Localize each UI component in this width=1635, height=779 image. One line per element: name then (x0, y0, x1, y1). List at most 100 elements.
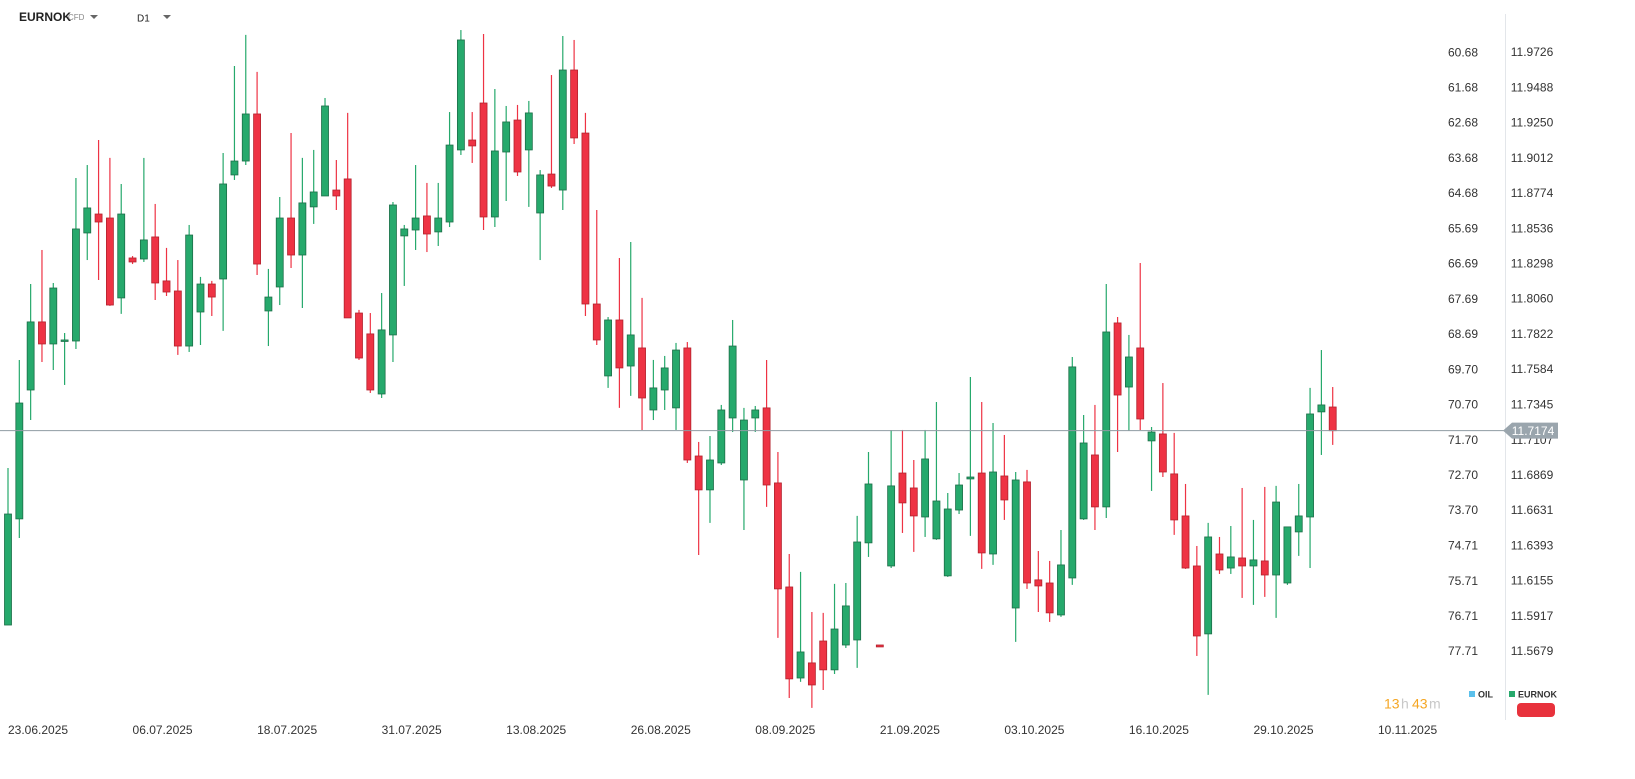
candle-body (400, 228, 409, 237)
candle-body (887, 485, 896, 567)
candle-body (321, 105, 329, 197)
candle-body (649, 387, 658, 411)
candle-body (377, 329, 386, 395)
candle-body (819, 640, 828, 671)
legend-label: OIL (1478, 689, 1494, 699)
y-tick-label: 11.6393 (1511, 538, 1554, 552)
candle-body (909, 487, 918, 517)
candle-body (1011, 479, 1020, 609)
candle-body (1023, 481, 1031, 584)
y2-tick-label: 77.71 (1448, 644, 1478, 658)
x-tick-label: 16.10.2025 (1129, 723, 1189, 737)
y-tick-label: 11.5679 (1511, 644, 1554, 658)
candle-body (672, 349, 680, 409)
candle-body (389, 204, 397, 336)
symbol-dropdown[interactable] (90, 15, 98, 19)
candle-body (4, 513, 12, 626)
x-tick-label: 10.11.2025 (1378, 723, 1437, 737)
candle-body (1238, 557, 1247, 567)
y-tick-label: 11.7822 (1511, 327, 1554, 341)
timeframe[interactable]: D1 (137, 14, 150, 25)
candle-body (151, 236, 160, 284)
candle-body (1249, 559, 1258, 567)
candle-body (1158, 433, 1167, 473)
candle-body (343, 178, 352, 319)
candle-body (1000, 475, 1009, 501)
candle-body (581, 132, 590, 305)
candle-body (94, 213, 103, 223)
candle-body (841, 605, 850, 646)
y-tick-label: 11.6631 (1511, 503, 1554, 517)
candle-body (411, 217, 420, 231)
candle-body (502, 121, 511, 153)
candle-body (173, 290, 182, 347)
candle-body (1102, 331, 1111, 508)
y2-tick-label: 68.69 (1448, 327, 1478, 341)
y-tick-label: 11.6869 (1511, 468, 1554, 482)
candle-body (309, 191, 318, 208)
candle-body (468, 139, 477, 147)
candle-body (830, 628, 839, 671)
candle-body (60, 339, 69, 342)
candle-body (275, 217, 284, 288)
candle-body (774, 482, 782, 590)
y2-tick-label: 70.70 (1448, 398, 1478, 412)
price-label: 11.7174 (1512, 424, 1555, 438)
candle-body (740, 419, 748, 481)
instrument-type: CFD (68, 13, 85, 22)
candle-body (1260, 560, 1269, 576)
x-tick-label: 03.10.2025 (1004, 723, 1064, 737)
y2-tick-label: 60.68 (1448, 45, 1478, 59)
x-tick-label: 31.07.2025 (382, 723, 442, 737)
countdown-minute-unit: m (1429, 696, 1441, 712)
y-tick-label: 11.8536 (1511, 221, 1554, 235)
candle-body (977, 472, 986, 554)
candle-body (955, 484, 963, 511)
candle-body (49, 287, 58, 345)
action-button[interactable] (1517, 703, 1555, 717)
candle-body (1147, 431, 1156, 442)
y2-tick-label: 67.69 (1448, 292, 1478, 306)
candle-body (230, 160, 239, 176)
candle-body (456, 39, 465, 151)
y-tick-label: 11.5917 (1511, 609, 1554, 623)
candle-body (185, 234, 194, 347)
y-tick-label: 11.8060 (1511, 292, 1554, 306)
y2-tick-label: 61.68 (1448, 80, 1478, 94)
y2-tick-label: 73.70 (1448, 503, 1478, 517)
legend-swatch (1509, 691, 1515, 697)
candle-body (1113, 322, 1122, 396)
candle-body (264, 296, 273, 312)
x-tick-label: 26.08.2025 (631, 723, 691, 737)
candle-body (1204, 536, 1213, 635)
candle-body (989, 471, 997, 555)
x-tick-label: 13.08.2025 (506, 723, 566, 737)
symbol[interactable]: EURNOK (19, 10, 71, 24)
candle-body (875, 644, 884, 648)
candle-body (1045, 582, 1054, 614)
candle-body (513, 119, 522, 173)
candle-body (547, 173, 556, 187)
y-tick-label: 11.9488 (1511, 80, 1554, 94)
candle-body (219, 183, 228, 280)
timeframe-dropdown[interactable] (163, 15, 171, 19)
candle-body (1170, 473, 1179, 521)
candle-body (592, 303, 601, 341)
candle-body (570, 69, 579, 139)
candle-body (807, 662, 816, 686)
candle-body (694, 455, 703, 491)
candle-body (72, 228, 80, 342)
candle-body (1034, 579, 1043, 587)
y-tick-label: 11.9012 (1511, 151, 1554, 165)
candle-body (626, 334, 635, 367)
candle-body (864, 483, 873, 544)
legend-label: EURNOK (1518, 689, 1558, 699)
candle-body (1294, 515, 1303, 533)
candle-body (241, 113, 250, 162)
candle-body (1317, 404, 1326, 413)
candle-body (1226, 556, 1235, 569)
candle-body (536, 174, 545, 214)
candle-body (1057, 564, 1065, 616)
candle-body (38, 321, 46, 345)
candle-body (615, 319, 624, 369)
